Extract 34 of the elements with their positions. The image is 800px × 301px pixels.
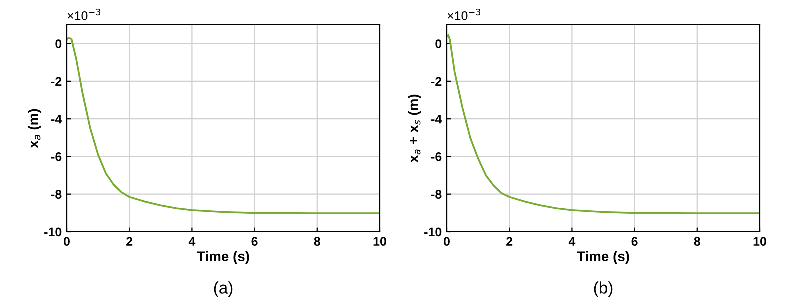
x-tick-label: 8 [314,237,320,246]
text: ×10$^{−3}$ [448,8,481,20]
x-tick-label: 10 [754,237,766,246]
y-tick-label: -10 [44,228,62,237]
line-series [67,37,380,214]
x-tick-label: 4 [568,237,576,246]
x-tick-label: 10 [374,237,386,246]
y-tick-label: 0 [56,40,62,48]
text: ×10$^{−3}$ [68,8,101,20]
y-tick-label: -4 [432,115,442,124]
text: (a) [214,282,233,298]
x-tick-label: 2 [506,237,513,246]
x-axis-title: Time (s) [197,251,250,264]
y-tick-label: -2 [52,77,62,86]
x-tick-label: 0 [444,237,450,246]
x-tick-label: 8 [694,237,700,246]
y-axis-title: x$_{a}$ + x$_{s}$ (m) [408,94,422,163]
y-axis-title: x$_{a}$ (m) [28,109,42,148]
x-tick-label: 6 [632,237,638,246]
y-tick-label: -8 [432,190,442,200]
y-tick-label: -8 [52,190,62,200]
y-tick-label: -6 [432,152,442,162]
text: (b) [594,282,613,298]
x-axis-title: Time (s) [577,251,630,264]
y-tick-label: -10 [424,228,442,237]
x-tick-label: 0 [64,237,70,246]
y-tick-label: -6 [52,152,62,162]
x-tick-label: 4 [188,237,196,246]
x-tick-label: 2 [126,237,133,246]
y-tick-label: -4 [52,115,62,124]
x-tick-label: 6 [252,237,258,246]
y-tick-label: 0 [436,40,442,48]
y-tick-label: -2 [432,77,442,86]
line-series [447,34,760,214]
